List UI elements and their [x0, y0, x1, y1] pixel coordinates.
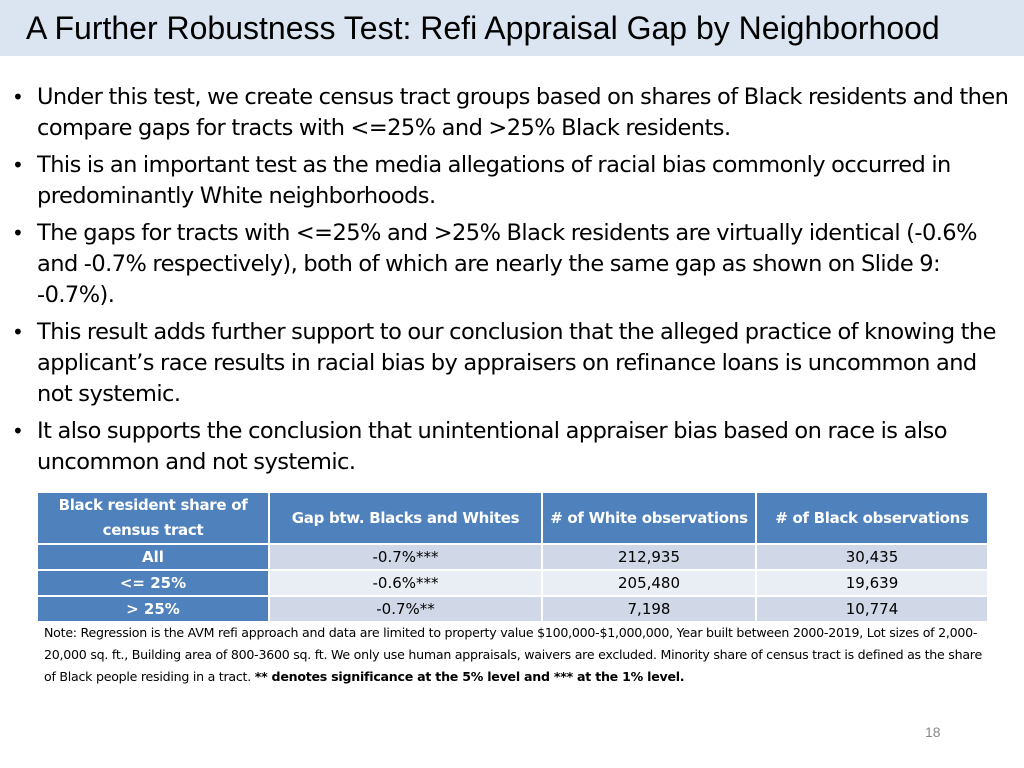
row-label: > 25%	[36, 595, 270, 623]
bullet-text: The gaps for tracts with <=25% and >25% …	[37, 220, 977, 308]
column-header-black-obs: # of Black observations	[755, 491, 989, 545]
table-row: <= 25% -0.6%*** 205,480 19,639	[36, 569, 989, 597]
note-text: Note: Regression is the AVM refi approac…	[44, 625, 982, 684]
black-obs-cell: 19,639	[755, 569, 989, 597]
black-obs-cell: 10,774	[755, 595, 989, 623]
bullet-item: • This is an important test as the media …	[10, 150, 1010, 212]
gap-cell: -0.7%**	[268, 595, 543, 623]
bullet-dot-icon: •	[12, 419, 24, 443]
bullet-text: This is an important test as the media a…	[37, 152, 951, 209]
note-significance-text: ** denotes significance at the 5% level …	[254, 669, 685, 684]
bullet-text: Under this test, we create census tract …	[37, 84, 1009, 141]
bullet-dot-icon: •	[12, 153, 24, 177]
table-header-row: Black resident share of census tract Gap…	[36, 491, 989, 545]
gap-cell: -0.7%***	[268, 543, 543, 571]
bullet-dot-icon: •	[12, 85, 24, 109]
row-label: All	[36, 543, 270, 571]
bullet-text: This result adds further support to our …	[37, 319, 996, 407]
bullet-text: It also supports the conclusion that uni…	[37, 418, 947, 475]
bullet-item: • This result adds further support to our…	[10, 317, 1010, 410]
gap-cell: -0.6%***	[268, 569, 543, 597]
bullet-item: • It also supports the conclusion that un…	[10, 416, 1010, 478]
black-obs-cell: 30,435	[755, 543, 989, 571]
table-row: All -0.7%*** 212,935 30,435	[36, 543, 989, 571]
column-header-white-obs: # of White observations	[541, 491, 757, 545]
column-header-share: Black resident share of census tract	[36, 491, 270, 545]
bullet-item: • The gaps for tracts with <=25% and >25%…	[10, 218, 1010, 311]
table-note: Note: Regression is the AVM refi approac…	[44, 622, 994, 688]
page-number: 18	[925, 724, 941, 740]
bullet-dot-icon: •	[12, 320, 24, 344]
slide-title: A Further Robustness Test: Refi Appraisa…	[26, 10, 940, 46]
bullet-item: • Under this test, we create census tract…	[10, 82, 1010, 144]
title-band	[0, 0, 1024, 56]
bullet-list: • Under this test, we create census tract…	[10, 82, 1010, 484]
column-header-gap: Gap btw. Blacks and Whites	[268, 491, 543, 545]
row-label: <= 25%	[36, 569, 270, 597]
table-row: > 25% -0.7%** 7,198 10,774	[36, 595, 989, 623]
bullet-dot-icon: •	[12, 221, 24, 245]
white-obs-cell: 7,198	[541, 595, 757, 623]
white-obs-cell: 205,480	[541, 569, 757, 597]
results-table: Black resident share of census tract Gap…	[36, 491, 989, 623]
white-obs-cell: 212,935	[541, 543, 757, 571]
